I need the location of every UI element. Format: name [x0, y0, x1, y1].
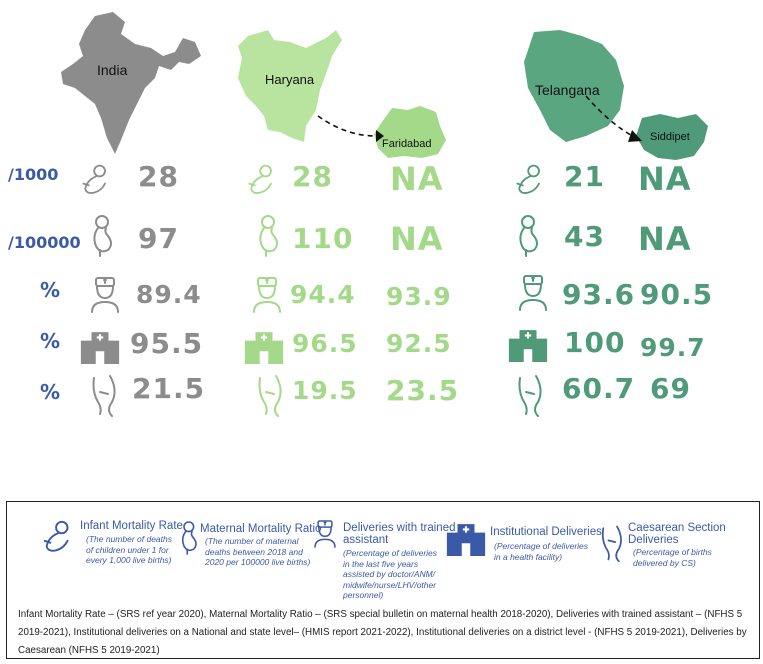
legend-imr-title: Infant Mortality Rate	[80, 520, 183, 532]
legend-trained-desc: (Percentage of deliveries in the last fiv…	[343, 548, 438, 600]
legend-caesarean-desc: (Percentage of births delivered by CS)	[633, 547, 712, 568]
faridabad-institutional-value: 92.5	[386, 329, 452, 358]
haryana-map	[238, 30, 342, 142]
siddipet-caesarean-value: 69	[650, 372, 691, 405]
faridabad-map	[374, 106, 446, 158]
haryana-mmr-value: 110	[292, 222, 354, 255]
sources-footnote: Infant Mortality Rate – (SRS ref year 20…	[18, 609, 747, 656]
hospital-icon	[80, 332, 120, 364]
hospital-icon	[508, 330, 548, 362]
telangana-imr-value: 21	[564, 160, 605, 193]
india-institutional-value: 95.5	[130, 327, 204, 360]
mmr-unit: /100000	[8, 233, 81, 252]
trained-unit: %	[40, 278, 61, 302]
nurse-icon	[314, 520, 336, 548]
baby-icon	[82, 164, 106, 194]
pregnant-woman-icon	[259, 215, 278, 257]
haryana-imr-value: 28	[292, 160, 333, 193]
haryana-caesarean-value: 19.5	[292, 376, 358, 405]
pregnant-woman-icon	[519, 215, 538, 257]
haryana-label: Haryana	[265, 72, 315, 87]
nurse-icon	[91, 277, 119, 313]
haryana-institutional-value: 96.5	[292, 329, 358, 358]
hospital-icon	[446, 524, 486, 556]
pregnant-woman-icon	[181, 521, 197, 555]
india-map	[61, 12, 201, 154]
india-trained-value: 89.4	[136, 280, 202, 309]
legend-institutional-title: Institutional Deliveries	[490, 526, 602, 538]
faridabad-imr-value: NA	[390, 160, 444, 198]
hospital-icon	[244, 332, 284, 364]
legend-imr-desc: (The number of deaths of children under 1…	[86, 534, 172, 565]
siddipet-mmr-value: NA	[638, 220, 692, 258]
telangana-map	[524, 30, 624, 142]
faridabad-trained-value: 93.9	[386, 282, 452, 311]
india-caesarean-value: 21.5	[132, 372, 206, 405]
institutional-unit: %	[40, 329, 61, 353]
haryana-to-faridabad-arrow	[317, 115, 384, 142]
baby-icon	[516, 164, 540, 194]
caesarean-unit: %	[40, 380, 61, 404]
telangana-mmr-value: 43	[564, 220, 605, 253]
telangana-caesarean-value: 60.7	[562, 372, 636, 405]
faridabad-caesarean-value: 23.5	[386, 374, 460, 407]
siddipet-trained-value: 90.5	[640, 278, 714, 311]
india-mmr-value: 97	[138, 222, 179, 255]
siddipet-institutional-value: 99.7	[640, 333, 706, 362]
baby-icon	[43, 520, 69, 552]
pregnant-woman-icon	[93, 215, 112, 257]
legend-caesarean-title: Caesarean Section Deliveries	[628, 522, 726, 546]
nurse-icon	[253, 277, 281, 313]
telangana-label: Telangana	[535, 82, 600, 98]
telangana-institutional-value: 100	[564, 326, 626, 359]
haryana-trained-value: 94.4	[290, 280, 356, 309]
telangana-to-siddipet-arrow	[585, 95, 642, 142]
india-imr-value: 28	[138, 160, 179, 193]
imr-unit: /1000	[8, 165, 59, 184]
legend-trained-title: Deliveries with trained assistant	[343, 522, 456, 546]
nurse-icon	[519, 275, 547, 311]
caesarean-icon	[518, 375, 542, 417]
siddipet-map	[636, 114, 708, 160]
caesarean-icon	[601, 525, 622, 563]
caesarean-icon	[92, 375, 116, 417]
baby-icon	[248, 164, 272, 194]
caesarean-icon	[258, 375, 282, 417]
faridabad-mmr-value: NA	[390, 220, 444, 258]
legend-box	[6, 501, 760, 659]
legend-mmr-desc: (The number of maternal deaths between 20…	[205, 536, 311, 567]
legend-mmr-title: Maternal Mortality Ratio	[200, 523, 322, 535]
legend-institutional-desc: (Percentage of deliveries in a health fac…	[494, 541, 589, 562]
faridabad-label: Faridabad	[382, 138, 432, 150]
telangana-trained-value: 93.6	[562, 278, 636, 311]
siddipet-imr-value: NA	[638, 160, 692, 198]
siddipet-label: Siddipet	[650, 131, 690, 143]
india-label: India	[97, 62, 128, 78]
